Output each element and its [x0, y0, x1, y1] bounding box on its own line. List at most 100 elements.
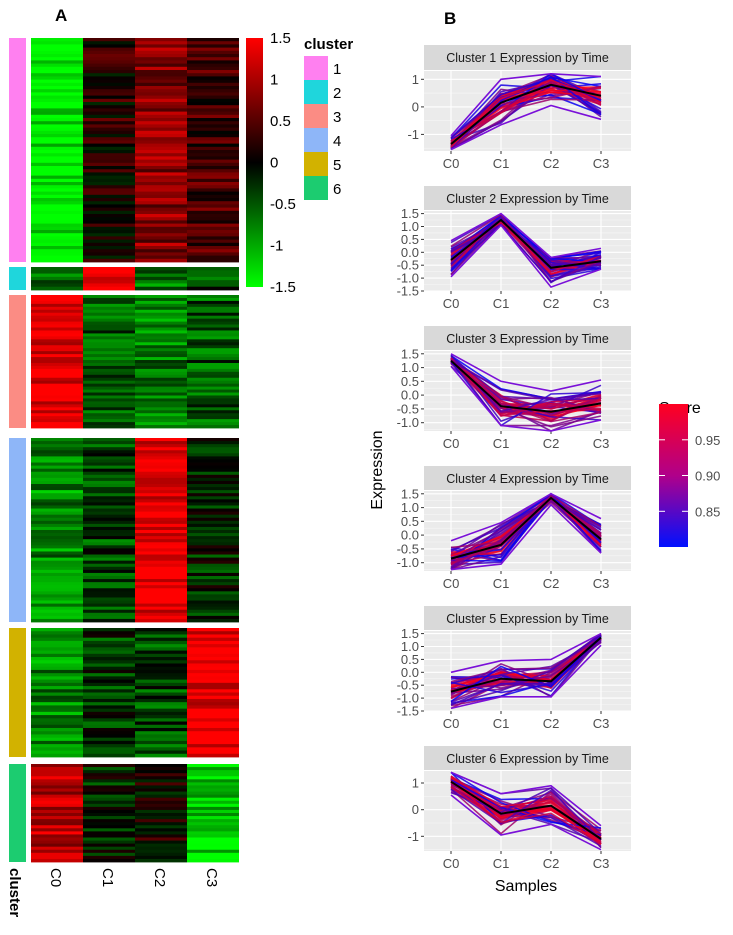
heatmap-cell — [83, 840, 135, 845]
heatmap-cell — [31, 533, 83, 537]
heatmap-cell — [83, 306, 135, 311]
x-tick-label: C3 — [593, 296, 610, 311]
heatmap-cell — [83, 657, 135, 661]
heatmap-cell — [83, 750, 135, 755]
heatmap-cell — [31, 794, 83, 799]
heatmap-cell — [187, 383, 239, 388]
heatmap-cell — [135, 270, 187, 274]
heatmap-cell — [31, 689, 83, 693]
heatmap-cell — [135, 773, 187, 777]
heatmap-cell — [83, 676, 135, 681]
heatmap-cell — [83, 471, 135, 476]
heatmap-cell — [187, 76, 239, 80]
heatmap-cell — [187, 453, 239, 457]
facet-title: Cluster 4 Expression by Time — [446, 472, 609, 486]
heatmap-cell — [83, 300, 135, 305]
mean-line — [450, 496, 602, 560]
heatmap-cell — [135, 182, 187, 186]
heatmap-cell — [135, 477, 187, 482]
heatmap-cell — [187, 520, 239, 525]
heatmap-cell — [135, 770, 187, 774]
heatmap-cell — [83, 496, 135, 500]
heatmap-cell — [31, 380, 83, 385]
heatmap-cell — [31, 389, 83, 393]
heatmap-cell — [187, 226, 239, 231]
heatmap-cell — [31, 246, 83, 250]
heatmap-cell — [83, 50, 135, 55]
cluster-legend-label-1: 1 — [333, 61, 341, 78]
heatmap-cell — [31, 487, 83, 491]
heatmap-cell — [135, 711, 187, 716]
heatmap-cell — [135, 201, 187, 205]
heatmap-cell — [83, 597, 135, 601]
x-tick-label: C2 — [543, 296, 560, 311]
heatmap-cell — [187, 834, 239, 838]
envelope-lower-line — [450, 794, 602, 851]
heatmap-cell — [31, 508, 83, 512]
y-tick-label: -0.5 — [397, 541, 419, 556]
heatmap-cluster-4-col-C3 — [187, 438, 239, 623]
heatmap-cell — [31, 73, 83, 77]
heatmap-cell — [187, 267, 239, 271]
heatmap-cell — [135, 588, 187, 592]
heatmap-cell — [31, 673, 83, 677]
heatmap-cell — [83, 770, 135, 774]
heatmap-cluster-4-col-C1 — [83, 438, 135, 623]
heatmap-cell — [187, 300, 239, 305]
heatmap-cell — [83, 767, 135, 771]
heatmap-cell — [135, 444, 187, 448]
heatmap-cell — [187, 721, 239, 726]
heatmap-cell — [135, 111, 187, 116]
heatmap-cell — [31, 453, 83, 457]
heatmap-cell — [31, 548, 83, 552]
heatmap-cell — [83, 673, 135, 677]
heatmap-cell — [135, 162, 187, 167]
heatmap-cell — [31, 747, 83, 751]
heatmap-cell — [187, 843, 239, 848]
heatmap-cell — [187, 44, 239, 48]
heatmap-cell — [187, 582, 239, 586]
heatmap-cell — [31, 542, 83, 546]
envelope-upper-line — [450, 632, 602, 674]
heatmap-cell — [135, 315, 187, 320]
heatmap-cell — [135, 146, 187, 151]
heatmap-cell — [135, 258, 187, 263]
heatmap-cell — [31, 711, 83, 716]
heatmap-cell — [31, 450, 83, 454]
heatmap-cell — [187, 773, 239, 777]
heatmap-cell — [135, 82, 187, 87]
heatmap-cell — [187, 657, 239, 661]
heatmap-cell — [187, 153, 239, 157]
heatmap-cell — [187, 450, 239, 454]
heatmap-cell — [31, 410, 83, 414]
heatmap-cell — [31, 727, 83, 732]
y-tick-label: 1.0 — [401, 219, 419, 234]
heatmap-cell — [187, 634, 239, 639]
heatmap-cell — [31, 312, 83, 317]
heatmap-cell — [135, 309, 187, 314]
heatmap-cell — [83, 404, 135, 408]
heatmap-cell — [187, 600, 239, 604]
heatmap-cell — [187, 223, 239, 228]
heatmap-cell — [31, 242, 83, 247]
heatmap-cell — [83, 286, 135, 291]
heatmap-cell — [187, 849, 239, 854]
heatmap-cell — [83, 508, 135, 512]
heatmap-cell — [83, 785, 135, 789]
heatmap-cell — [187, 159, 239, 164]
heatmap-cell — [31, 603, 83, 608]
heatmap-cell — [31, 357, 83, 361]
heatmap-cell — [187, 283, 239, 288]
cluster-legend-swatch-5 — [304, 152, 328, 176]
member-line — [450, 500, 602, 558]
y-tick-label: 1.5 — [401, 206, 419, 221]
heatmap-cell — [31, 333, 83, 337]
heatmap-cell — [31, 855, 83, 860]
heatmap-cell — [187, 569, 239, 574]
heatmap-cell — [83, 477, 135, 482]
heatmap-cluster-3-col-C3 — [187, 295, 239, 429]
heatmap-cell — [187, 560, 239, 565]
heatmap-cell — [135, 413, 187, 417]
heatmap-cell — [187, 286, 239, 291]
heatmap-cluster-3-col-C0 — [31, 295, 83, 429]
